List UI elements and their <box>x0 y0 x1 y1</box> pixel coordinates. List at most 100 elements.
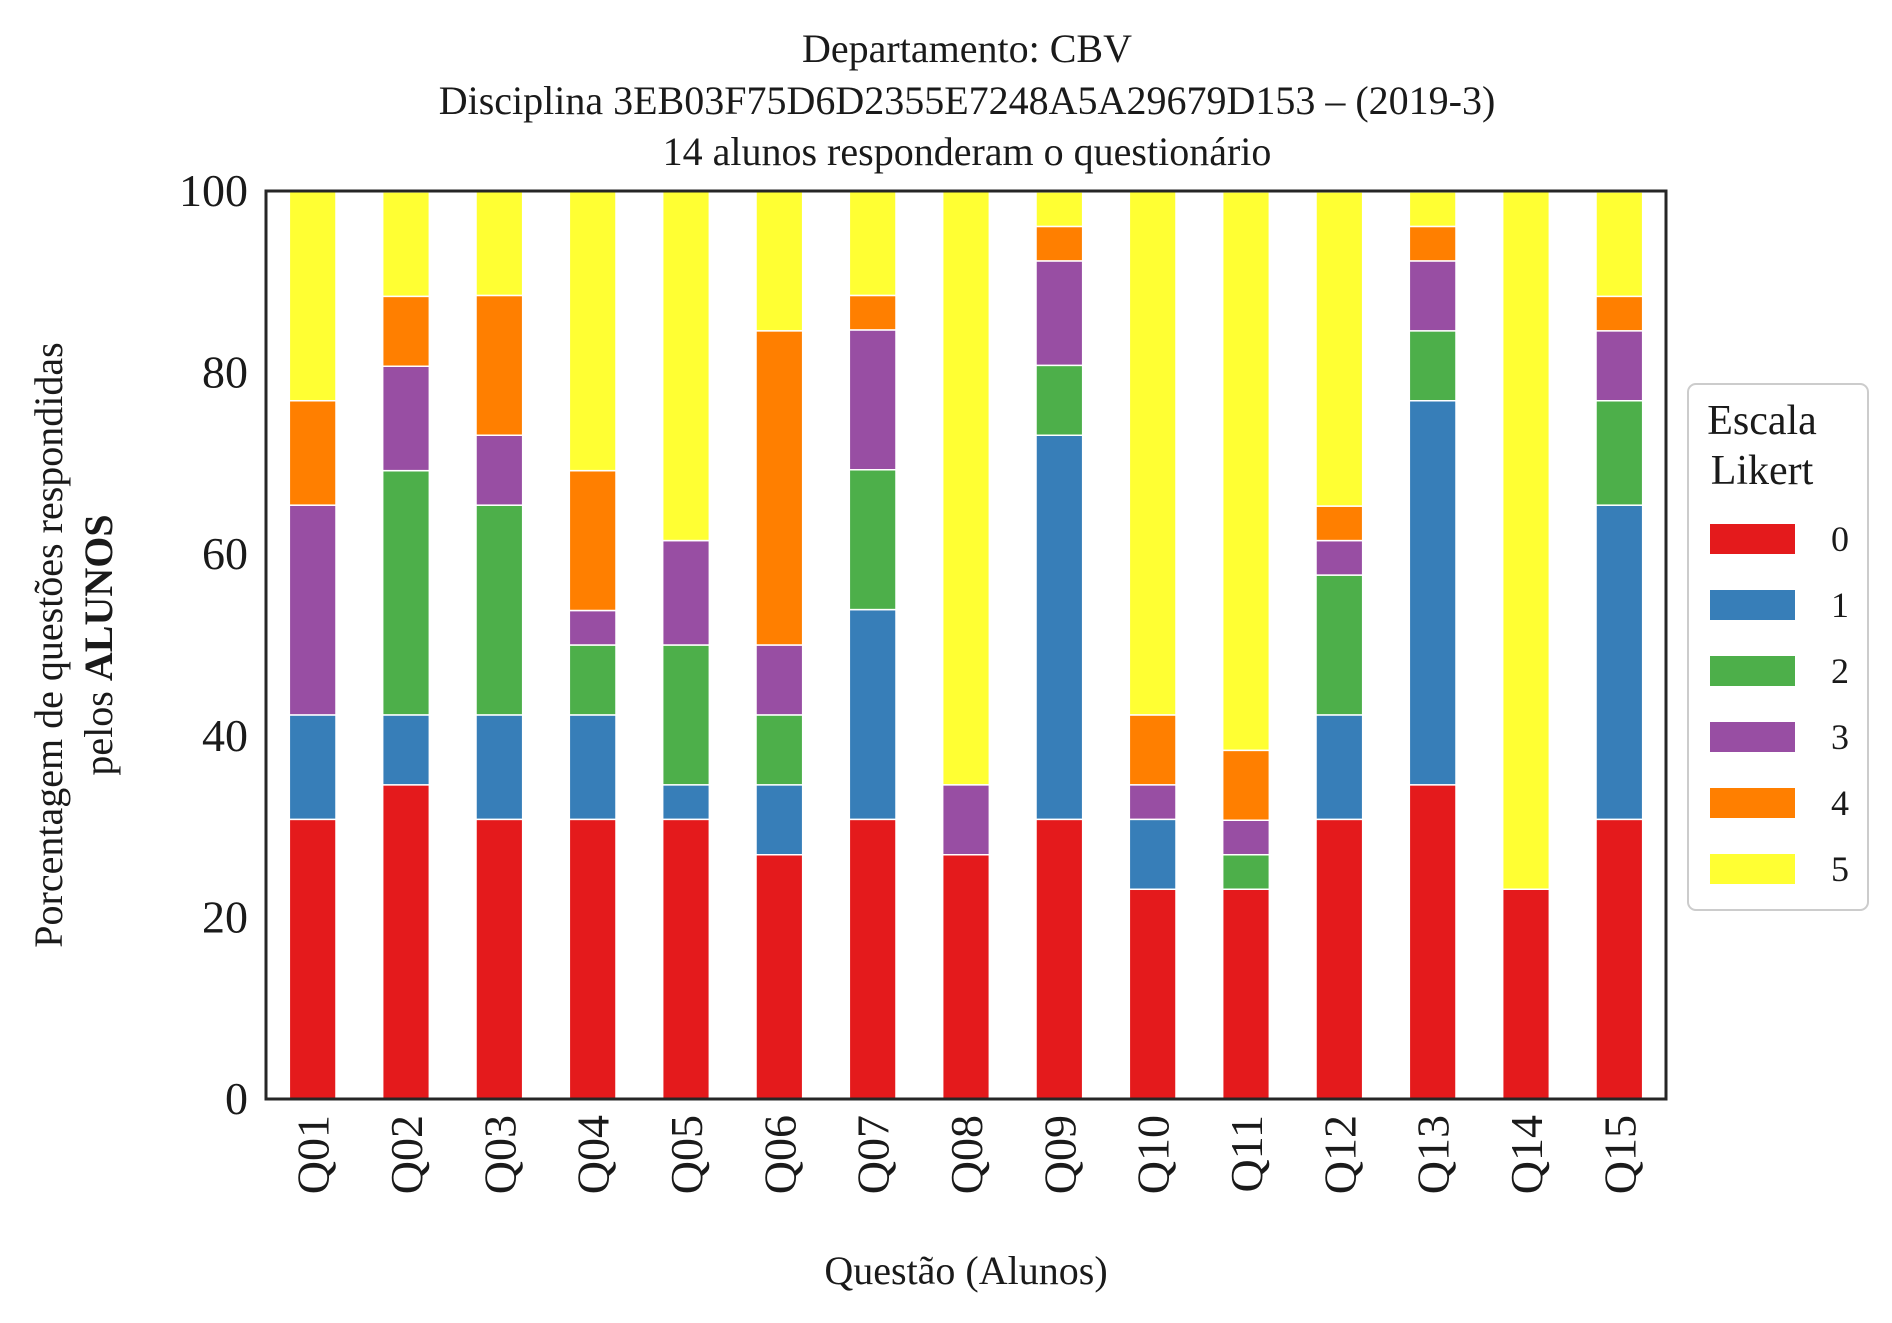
bar-segment-q08-scale-5 <box>941 190 991 786</box>
bar-segment-q04-scale-2 <box>568 644 617 716</box>
bar-segment-q15-scale-3 <box>1595 330 1644 402</box>
legend-swatch-2 <box>1710 656 1795 686</box>
bar-segment-q14-scale-5 <box>1501 190 1551 890</box>
x-tick-label-q06: Q06 <box>754 1115 805 1194</box>
bar-segment-q02-scale-1 <box>381 714 431 786</box>
bar-segment-q02-scale-5 <box>381 191 431 298</box>
x-tick-label-q05: Q05 <box>661 1115 712 1194</box>
bar-segment-q09-scale-5 <box>1035 191 1084 228</box>
legend-label-0: 0 <box>1831 519 1849 559</box>
bar-segment-q06-scale-0 <box>755 854 804 1100</box>
legend-title-line-1: Escala <box>1707 398 1817 444</box>
bar-segment-q12-scale-3 <box>1315 539 1364 576</box>
bar-segment-q05-scale-3 <box>661 539 711 646</box>
x-axis-ticks: Q01 Q02 Q03 Q04 Q05 Q06 Q07 Q08 Q09 Q10 Q11 Q12 Q13 Q… <box>288 1115 1646 1194</box>
x-tick-label-q02: Q02 <box>381 1115 432 1194</box>
bar-segment-q10-scale-4 <box>1128 714 1177 786</box>
bar-segment-q15-scale-5 <box>1595 191 1644 298</box>
bar-segment-q13-scale-2 <box>1408 330 1457 402</box>
bar-segment-q01-scale-1 <box>288 714 337 821</box>
bar-segment-q05-scale-5 <box>661 190 711 542</box>
bar-segment-q15-scale-2 <box>1595 400 1644 506</box>
bar-segment-q13-scale-5 <box>1408 191 1457 228</box>
x-tick-label-q14: Q14 <box>1501 1115 1552 1194</box>
bar-segment-q04-scale-1 <box>568 714 617 821</box>
plot-frame <box>264 189 1668 1101</box>
bar-segment-q10-scale-3 <box>1128 784 1177 821</box>
bar-segment-q05-scale-0 <box>661 818 711 1100</box>
legend-label-3: 3 <box>1831 717 1849 757</box>
bar-segment-q09-scale-2 <box>1035 364 1084 437</box>
legend-label-5: 5 <box>1831 849 1849 889</box>
y-tick-label: 100 <box>179 165 248 216</box>
x-tick-label-q01: Q01 <box>288 1115 339 1194</box>
bar-segment-q04-scale-0 <box>568 818 617 1100</box>
y-tick-label: 40 <box>202 710 248 761</box>
bar-segment-q09-scale-4 <box>1035 225 1084 262</box>
bar-segment-q08-scale-0 <box>941 854 991 1100</box>
bar-segment-q05-scale-1 <box>661 784 711 821</box>
y-axis-label-prefix: pelos <box>76 681 121 775</box>
legend-swatch-3 <box>1710 722 1795 752</box>
bar-segment-q09-scale-0 <box>1035 818 1084 1100</box>
legend-box <box>1687 383 1869 911</box>
bar-segment-q06-scale-4 <box>755 330 804 646</box>
bar-segment-q01-scale-5 <box>288 190 337 402</box>
bar-segment-q13-scale-4 <box>1408 225 1457 262</box>
legend-swatch-0 <box>1710 524 1795 554</box>
bar-segment-q02-scale-2 <box>381 469 431 716</box>
bar-segment-q13-scale-1 <box>1408 400 1457 786</box>
legend-label-4: 4 <box>1831 783 1849 823</box>
x-tick-label-q09: Q09 <box>1034 1115 1085 1194</box>
bar-segment-q06-scale-5 <box>755 190 804 332</box>
y-axis-ticks: 0 20 40 60 80 100 <box>179 165 248 1124</box>
bar-segment-q05-scale-2 <box>661 644 711 786</box>
bar-segment-q13-scale-0 <box>1408 784 1457 1100</box>
bar-segment-q11-scale-3 <box>1221 819 1271 856</box>
bar-segment-q07-scale-5 <box>848 190 897 297</box>
x-tick-label-q04: Q04 <box>568 1115 619 1194</box>
x-tick-label-q12: Q12 <box>1314 1115 1365 1194</box>
bar-segment-q03-scale-3 <box>475 434 524 506</box>
bar-segment-q12-scale-5 <box>1315 191 1364 507</box>
legend-swatch-4 <box>1710 788 1795 818</box>
y-axis-label-line-1: Porcentagem de questões respondidas <box>26 342 71 947</box>
y-tick-label: 0 <box>225 1073 248 1124</box>
bar-segment-q06-scale-3 <box>755 644 804 716</box>
y-axis-label-line-2: pelos ALUNOS <box>76 514 121 775</box>
bar-segment-q10-scale-1 <box>1128 818 1177 891</box>
chart-title: Departamento: CBV Disciplina 3EB03F75D6D… <box>439 26 1496 174</box>
bar-segment-q07-scale-3 <box>848 329 897 471</box>
x-tick-label-q08: Q08 <box>941 1115 992 1194</box>
bar-segment-q03-scale-4 <box>475 294 524 437</box>
bar-segment-q07-scale-0 <box>848 818 897 1100</box>
bar-segment-q06-scale-1 <box>755 784 804 856</box>
bar-segment-q03-scale-0 <box>475 818 524 1100</box>
bar-segment-q15-scale-4 <box>1595 295 1644 332</box>
legend: Escala Likert 0 1 2 3 4 5 <box>1687 383 1869 911</box>
legend-items: 0 1 2 3 4 5 <box>1710 519 1849 889</box>
y-tick-label: 60 <box>202 528 248 579</box>
bar-segment-q10-scale-5 <box>1128 190 1177 716</box>
bar-segment-q03-scale-2 <box>475 504 524 716</box>
bar-segment-q07-scale-4 <box>848 294 897 331</box>
bar-segment-q11-scale-5 <box>1221 191 1271 752</box>
bar-segment-q04-scale-3 <box>568 609 617 646</box>
bar-segment-q14-scale-0 <box>1501 888 1551 1100</box>
bar-segment-q13-scale-3 <box>1408 260 1457 332</box>
y-axis-label: Porcentagem de questões respondidas pelo… <box>26 342 121 947</box>
bar-segment-q10-scale-0 <box>1128 888 1177 1100</box>
bar-segment-q03-scale-5 <box>475 190 524 297</box>
title-line-3: 14 alunos responderam o questionário <box>663 129 1272 174</box>
bar-segment-q06-scale-2 <box>755 714 804 786</box>
x-tick-label-q03: Q03 <box>474 1115 525 1194</box>
legend-label-1: 1 <box>1831 585 1849 625</box>
title-line-2: Disciplina 3EB03F75D6D2355E7248A5A29679D… <box>439 78 1496 123</box>
bar-segment-q01-scale-4 <box>288 400 337 506</box>
bar-segment-q12-scale-2 <box>1315 574 1364 716</box>
bar-segment-q15-scale-0 <box>1595 818 1644 1100</box>
bar-segment-q15-scale-1 <box>1595 504 1644 821</box>
bar-segment-q02-scale-4 <box>381 295 431 367</box>
bar-segment-q07-scale-1 <box>848 608 897 821</box>
x-tick-label-q15: Q15 <box>1594 1115 1645 1194</box>
